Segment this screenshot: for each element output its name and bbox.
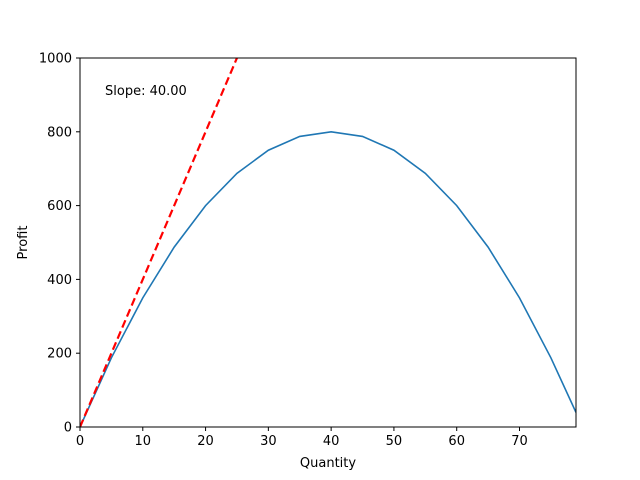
x-tick-label: 20 — [197, 434, 214, 449]
series-layer — [80, 58, 576, 427]
x-tick-label: 30 — [260, 434, 277, 449]
y-tick-label: 1000 — [39, 52, 72, 67]
slope-annotation: Slope: 40.00 — [105, 84, 187, 99]
y-tick-label: 0 — [64, 421, 72, 436]
plot-area — [80, 58, 576, 427]
x-axis-label: Quantity — [300, 456, 356, 471]
axes-background — [80, 58, 576, 427]
y-tick-label: 800 — [47, 125, 72, 140]
y-tick-label: 600 — [47, 199, 72, 214]
x-tick-label: 50 — [386, 434, 403, 449]
x-tick-label: 70 — [511, 434, 528, 449]
axes-frame — [79, 57, 577, 428]
tangent-line — [80, 58, 238, 427]
y-axis: 0 200 400 600 800 1000 — [39, 52, 80, 436]
x-tick-label: 10 — [135, 434, 152, 449]
x-tick-label: 0 — [76, 434, 84, 449]
y-tick-label: 200 — [47, 347, 72, 362]
y-tick-label: 400 — [47, 273, 72, 288]
y-axis-label: Profit — [16, 226, 31, 260]
profit-curve — [80, 130, 576, 427]
x-axis: 0 10 20 30 40 50 60 70 — [76, 427, 528, 449]
x-tick-label: 40 — [323, 434, 340, 449]
x-tick-label: 60 — [448, 434, 465, 449]
